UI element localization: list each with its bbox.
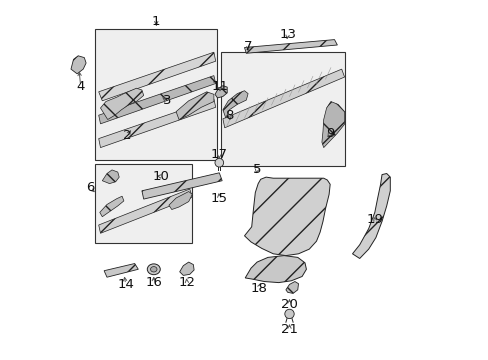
Text: 3: 3 (163, 94, 171, 107)
Polygon shape (352, 174, 389, 258)
Polygon shape (99, 76, 215, 124)
Bar (221, 52, 345, 166)
Polygon shape (244, 40, 337, 53)
Polygon shape (176, 92, 213, 120)
Polygon shape (321, 102, 344, 148)
Polygon shape (142, 173, 222, 199)
Text: 9: 9 (325, 127, 334, 140)
Circle shape (215, 158, 223, 167)
Text: 21: 21 (281, 323, 297, 336)
Bar (95, 164, 192, 243)
Text: 19: 19 (366, 213, 383, 226)
Text: 4: 4 (76, 80, 85, 93)
Text: 2: 2 (123, 129, 131, 141)
Text: 5: 5 (252, 163, 261, 176)
Polygon shape (223, 91, 247, 118)
Polygon shape (99, 99, 215, 148)
Text: 18: 18 (250, 282, 267, 294)
Text: 10: 10 (152, 170, 169, 183)
Polygon shape (244, 256, 306, 283)
Polygon shape (104, 264, 138, 277)
Text: 20: 20 (281, 298, 297, 311)
Bar (95, 29, 217, 160)
Polygon shape (99, 52, 215, 101)
Polygon shape (285, 282, 298, 293)
Text: 6: 6 (86, 181, 94, 194)
Polygon shape (99, 189, 192, 233)
Text: 14: 14 (117, 278, 134, 291)
Polygon shape (215, 86, 227, 98)
Polygon shape (101, 88, 143, 120)
Text: 12: 12 (178, 276, 195, 289)
Polygon shape (168, 192, 192, 210)
Polygon shape (223, 69, 344, 128)
Ellipse shape (147, 264, 160, 275)
Text: 7: 7 (244, 40, 252, 53)
Circle shape (284, 309, 294, 319)
Text: 13: 13 (279, 28, 296, 41)
Polygon shape (179, 262, 194, 275)
Polygon shape (244, 177, 329, 256)
Text: 17: 17 (210, 148, 227, 161)
Ellipse shape (150, 266, 157, 272)
Polygon shape (100, 196, 123, 217)
Text: 8: 8 (225, 109, 233, 122)
Text: 15: 15 (210, 192, 227, 204)
Text: 16: 16 (145, 276, 162, 289)
Text: 1: 1 (152, 15, 160, 28)
Text: 11: 11 (211, 80, 228, 93)
Polygon shape (71, 56, 86, 74)
Polygon shape (102, 170, 119, 184)
